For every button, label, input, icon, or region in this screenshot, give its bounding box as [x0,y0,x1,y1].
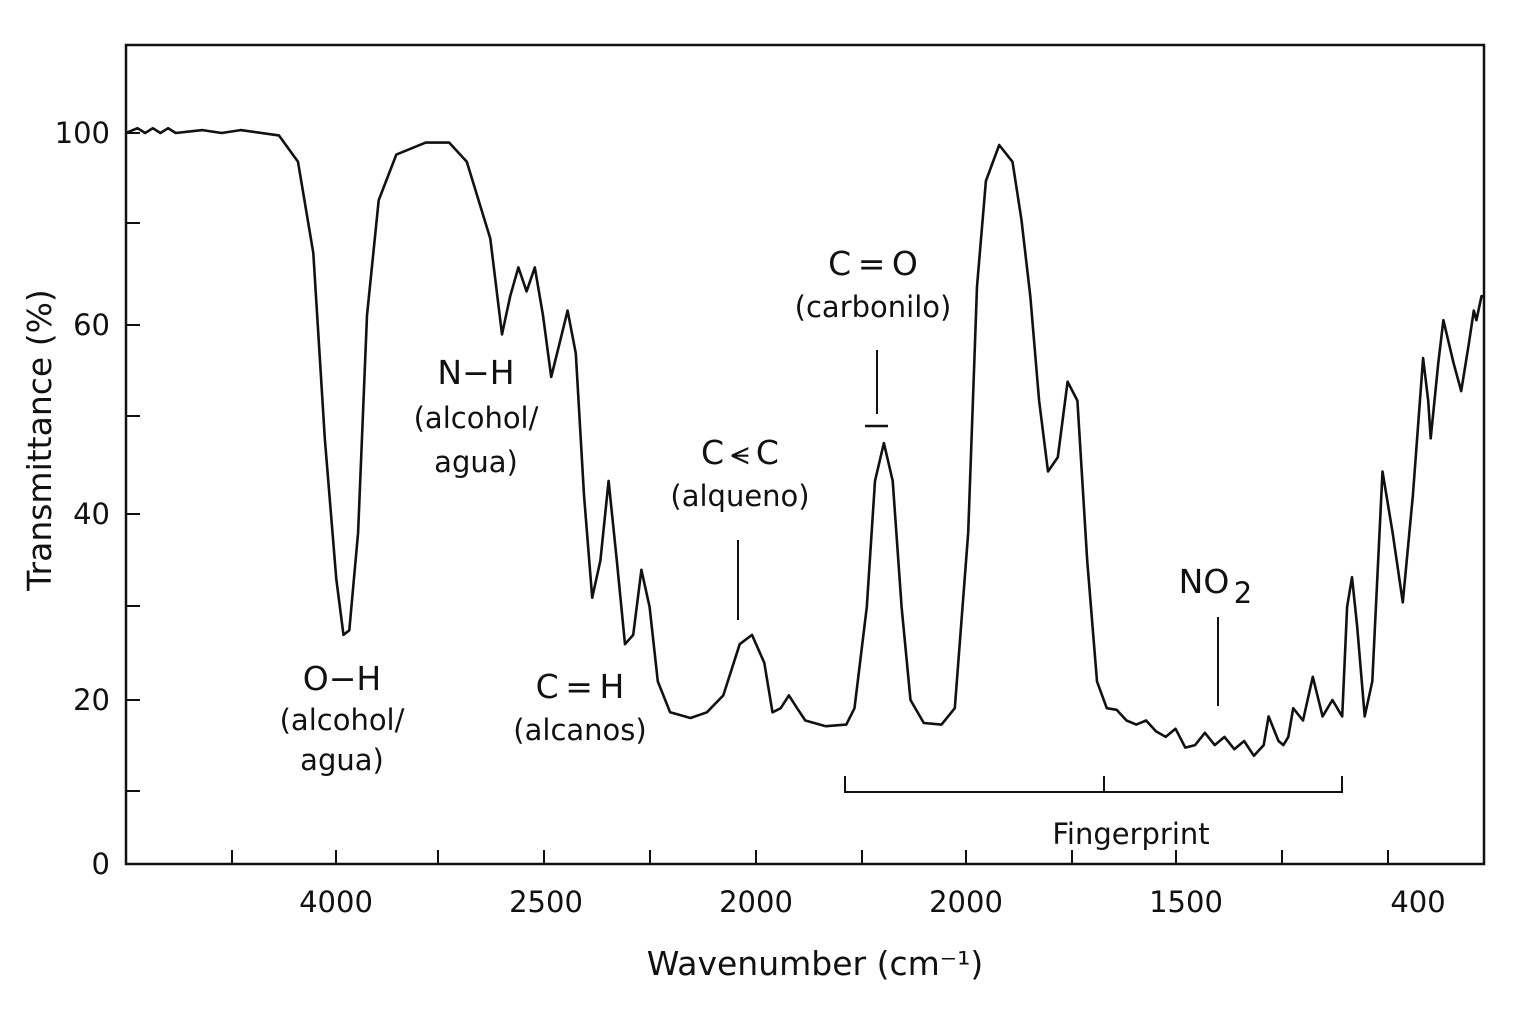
fingerprint-label: Fingerprint [1052,817,1209,851]
annotation-no2-subscript: 2 [1234,576,1252,610]
annotation-oh: agua) [300,743,384,777]
y-axis-title: Transmittance (%) [20,289,59,592]
annotation-cc: C ⪪ C [701,433,779,472]
annotation-cc: (alqueno) [670,479,809,513]
x-tick-label: 4000 [299,885,373,919]
annotation-no2: NO [1179,562,1230,601]
x-tick-label: 1500 [1149,885,1223,919]
x-tick-label: 400 [1390,885,1445,919]
y-tick-label: 60 [73,308,110,342]
spectrum-line [125,126,1484,758]
plot-frame [124,43,1486,866]
x-tick-label: 2500 [509,885,583,919]
annotation-co: C = O [828,244,918,283]
annotation-co: (carbonilo) [795,290,952,324]
annotation-oh: O−H [303,659,381,698]
y-tick-label: 0 [92,847,110,881]
x-tick-label: 2000 [929,885,1003,919]
y-tick-label: 20 [73,683,110,717]
annotation-nh: agua) [434,445,518,479]
y-tick-label: 100 [55,116,110,150]
x-tick-label: 2000 [719,885,793,919]
x-axis-title: Wavenumber (cm⁻¹) [647,944,984,983]
annotation-nh: (alcohol/ [414,401,539,435]
annotation-oh: (alcohol/ [280,703,405,737]
annotation-ch: (alcanos) [513,713,646,747]
annotation-ch: C = H [536,667,625,706]
y-tick-label: 40 [73,497,110,531]
annotation-nh: N−H [437,353,514,392]
